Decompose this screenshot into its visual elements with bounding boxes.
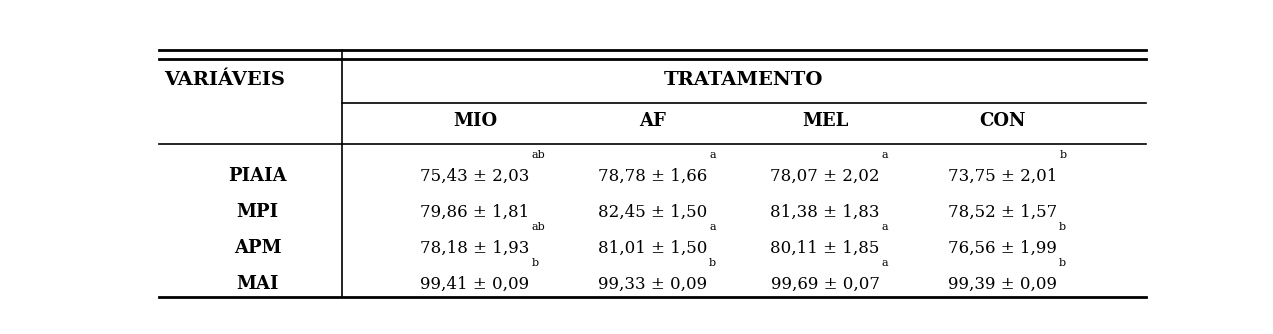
- Text: b: b: [1059, 258, 1067, 268]
- Text: VARIÁVEIS: VARIÁVEIS: [164, 71, 285, 89]
- Text: 78,78 ± 1,66: 78,78 ± 1,66: [598, 168, 707, 185]
- Text: ab: ab: [532, 150, 545, 160]
- Text: 75,43 ± 2,03: 75,43 ± 2,03: [420, 168, 530, 185]
- Text: MPI: MPI: [237, 203, 279, 221]
- Text: CON: CON: [979, 112, 1026, 130]
- Text: PIAIA: PIAIA: [228, 167, 288, 185]
- Text: 82,45 ± 1,50: 82,45 ± 1,50: [598, 204, 707, 221]
- Text: 78,52 ± 1,57: 78,52 ± 1,57: [948, 204, 1058, 221]
- Text: MIO: MIO: [453, 112, 496, 130]
- Text: MAI: MAI: [237, 276, 279, 293]
- Text: 81,01 ± 1,50: 81,01 ± 1,50: [598, 240, 707, 257]
- Text: MEL: MEL: [802, 112, 848, 130]
- Text: b: b: [1059, 150, 1067, 160]
- Text: 99,69 ± 0,07: 99,69 ± 0,07: [770, 276, 880, 293]
- Text: ab: ab: [532, 222, 545, 232]
- Text: APM: APM: [234, 239, 281, 258]
- Text: TRATAMENTO: TRATAMENTO: [665, 71, 824, 89]
- Text: b: b: [709, 258, 717, 268]
- Text: b: b: [531, 258, 538, 268]
- Text: 79,86 ± 1,81: 79,86 ± 1,81: [420, 204, 530, 221]
- Text: 99,33 ± 0,09: 99,33 ± 0,09: [598, 276, 707, 293]
- Text: a: a: [882, 222, 889, 232]
- Text: a: a: [709, 222, 715, 232]
- Text: a: a: [709, 150, 715, 160]
- Text: 78,18 ± 1,93: 78,18 ± 1,93: [420, 240, 530, 257]
- Text: b: b: [1059, 222, 1067, 232]
- Text: 99,41 ± 0,09: 99,41 ± 0,09: [420, 276, 530, 293]
- Text: 76,56 ± 1,99: 76,56 ± 1,99: [948, 240, 1057, 257]
- Text: AF: AF: [639, 112, 666, 130]
- Text: a: a: [881, 258, 889, 268]
- Text: 81,38 ± 1,83: 81,38 ± 1,83: [770, 204, 880, 221]
- Text: 99,39 ± 0,09: 99,39 ± 0,09: [948, 276, 1057, 293]
- Text: 80,11 ± 1,85: 80,11 ± 1,85: [770, 240, 880, 257]
- Text: a: a: [882, 150, 889, 160]
- Text: 78,07 ± 2,02: 78,07 ± 2,02: [770, 168, 880, 185]
- Text: 73,75 ± 2,01: 73,75 ± 2,01: [948, 168, 1058, 185]
